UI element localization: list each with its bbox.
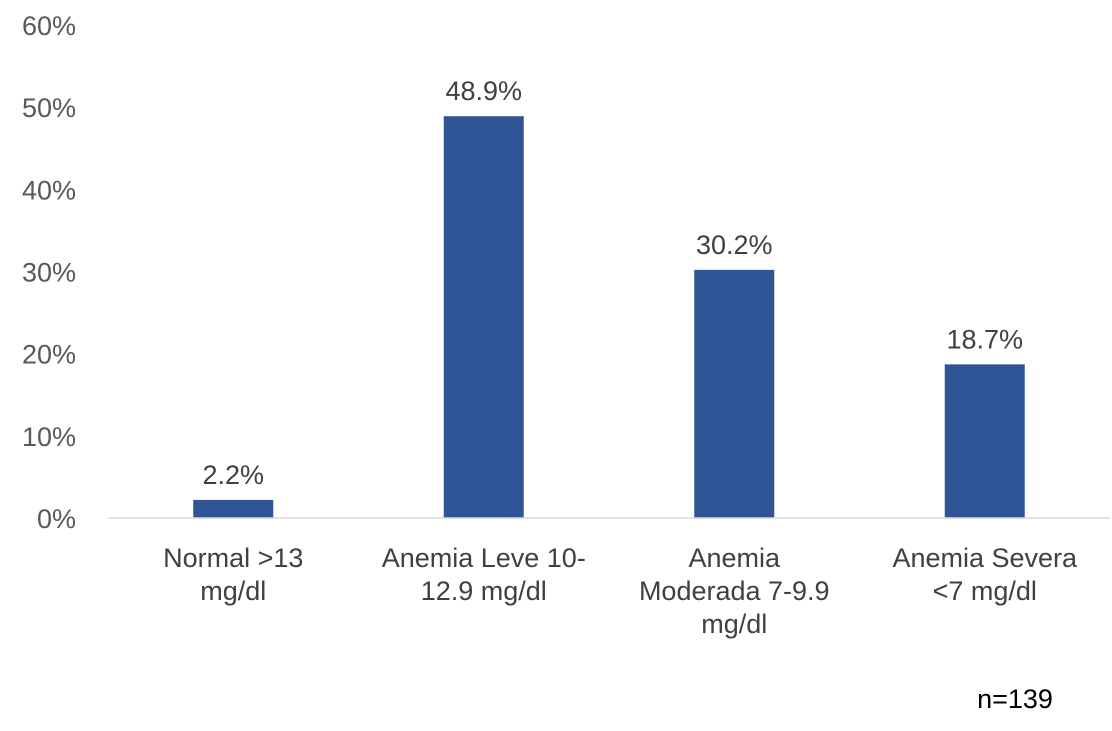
bar xyxy=(944,364,1025,518)
category-label-line: Anemia Severa xyxy=(892,543,1078,573)
bars xyxy=(193,116,1025,518)
category-label: Anemia Moderada 7-9.9 mg/dl xyxy=(639,543,830,639)
category-label-line: Moderada 7-9.9 xyxy=(639,576,830,606)
category-label-line: 12.9 mg/dl xyxy=(421,576,547,606)
bar xyxy=(694,269,775,518)
category-label-line: mg/dl xyxy=(701,609,767,639)
bar-value-label: 30.2% xyxy=(696,230,773,260)
y-tick-label: 30% xyxy=(22,258,76,288)
category-label-line: <7 mg/dl xyxy=(933,576,1037,606)
category-label: Normal >13 mg/dl xyxy=(163,543,303,606)
y-tick-label: 60% xyxy=(22,11,76,41)
sample-size-note: n=139 xyxy=(977,684,1053,714)
bar xyxy=(193,499,274,518)
category-label-line: Anemia xyxy=(688,543,781,573)
bar xyxy=(443,116,524,518)
bar-value-label: 18.7% xyxy=(946,324,1023,354)
category-label-line: Anemia Leve 10- xyxy=(382,543,586,573)
bar-value-label: 48.9% xyxy=(445,76,522,106)
y-tick-label: 50% xyxy=(22,93,76,123)
y-axis: 0% 10% 20% 30% 40% 50% 60% xyxy=(22,11,76,534)
y-tick-label: 10% xyxy=(22,422,76,452)
y-tick-label: 40% xyxy=(22,175,76,205)
bar-value-label: 2.2% xyxy=(202,460,264,490)
y-tick-label: 0% xyxy=(37,504,76,534)
category-label: Anemia Severa <7 mg/dl xyxy=(892,543,1078,606)
y-tick-label: 20% xyxy=(22,340,76,370)
category-label: Anemia Leve 10-12.9 mg/dl xyxy=(382,543,586,606)
data-labels: 2.2% 48.9% 30.2% 18.7% xyxy=(202,76,1023,490)
category-label-line: mg/dl xyxy=(200,576,266,606)
category-label-line: Normal >13 xyxy=(163,543,303,573)
